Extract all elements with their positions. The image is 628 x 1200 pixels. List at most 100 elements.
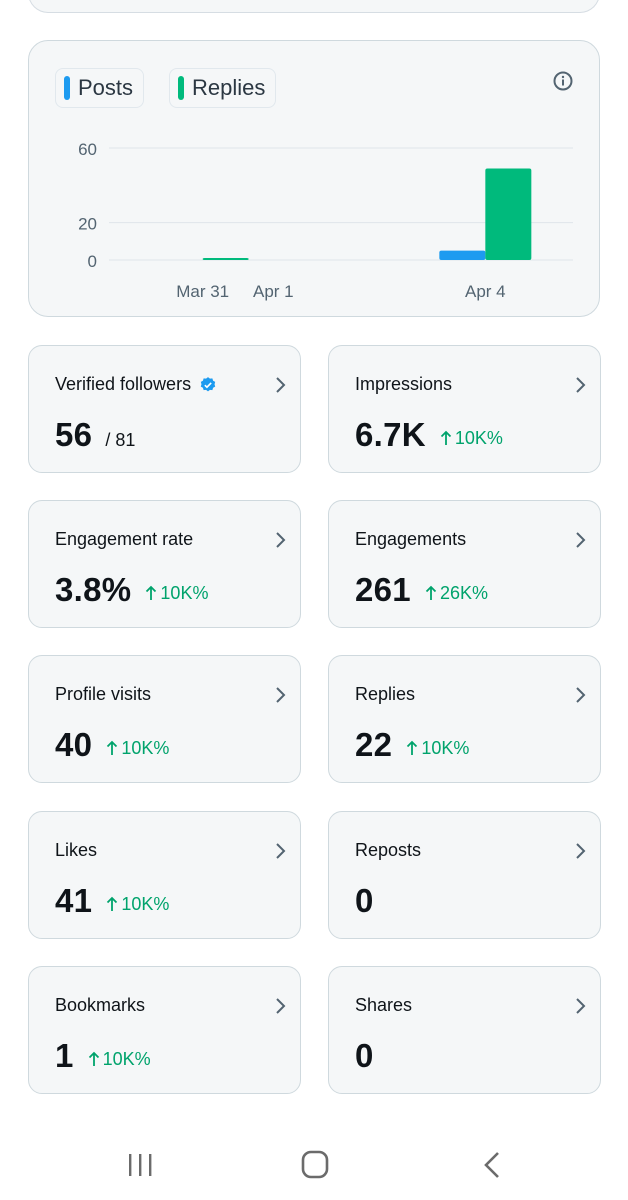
metric-label-text: Reposts bbox=[355, 840, 422, 860]
info-icon[interactable] bbox=[552, 70, 574, 92]
metric-total: / 81 bbox=[105, 430, 136, 450]
metric-card[interactable]: Replies 22 10K% bbox=[328, 655, 601, 783]
x-tick-label: Mar 31 bbox=[176, 282, 229, 301]
recent-apps-icon[interactable] bbox=[110, 1146, 170, 1186]
metric-change-text: 10K% bbox=[160, 582, 209, 603]
metric-card[interactable]: Engagement rate 3.8% 10K% bbox=[28, 500, 301, 628]
chevron-right-icon bbox=[576, 998, 586, 1014]
posts-swatch bbox=[64, 76, 70, 100]
metric-change-text: 10K% bbox=[121, 737, 170, 758]
y-tick-label: 60 bbox=[78, 140, 97, 159]
metric-change: 10K% bbox=[145, 583, 208, 604]
metric-change: 10K% bbox=[440, 428, 503, 449]
up-arrow-icon bbox=[146, 585, 157, 600]
chevron-right-icon bbox=[576, 377, 586, 393]
legend-replies-toggle[interactable]: Replies bbox=[169, 68, 277, 108]
metric-label-text: Likes bbox=[55, 840, 98, 860]
x-tick-label: Apr 1 bbox=[253, 282, 294, 301]
legend-posts-label: Posts bbox=[78, 75, 134, 100]
chevron-right-icon bbox=[276, 532, 286, 548]
legend-replies-label: Replies bbox=[192, 75, 266, 100]
metric-change-text: 10K% bbox=[121, 893, 170, 914]
metric-value: 0 bbox=[355, 1037, 374, 1074]
metric-change-text: 26K% bbox=[439, 582, 489, 603]
metric-label-text: Impressions bbox=[355, 374, 453, 394]
metric-label-text: Shares bbox=[355, 995, 413, 1015]
metric-change: 10K% bbox=[88, 1049, 151, 1070]
metric-label-text: Engagements bbox=[355, 529, 467, 549]
up-arrow-icon bbox=[107, 740, 118, 755]
metric-change: 10K% bbox=[406, 738, 469, 759]
metric-label: Likes bbox=[55, 840, 97, 861]
metric-card[interactable]: Profile visits 40 10K% bbox=[28, 655, 301, 783]
metric-value-row: 56 / 81 bbox=[55, 416, 135, 454]
metric-card[interactable]: Bookmarks 1 10K% bbox=[28, 966, 301, 1094]
metric-value: 6.7K bbox=[355, 416, 426, 453]
metric-value: 56 bbox=[55, 416, 93, 453]
bar-posts bbox=[439, 250, 486, 260]
metric-value: 40 bbox=[55, 726, 93, 763]
chevron-right-icon bbox=[576, 532, 586, 548]
metric-change: 10K% bbox=[106, 738, 169, 759]
metric-card[interactable]: Shares 0 bbox=[328, 966, 601, 1094]
metric-value: 22 bbox=[355, 726, 393, 763]
metric-card[interactable]: Likes 41 10K% bbox=[28, 811, 301, 939]
metric-change: 26K% bbox=[425, 583, 488, 604]
metric-value-row: 261 26K% bbox=[355, 571, 488, 609]
chevron-right-icon bbox=[276, 843, 286, 859]
metric-value-row: 0 bbox=[355, 882, 374, 920]
chevron-right-icon bbox=[576, 843, 586, 859]
y-tick-label: 20 bbox=[78, 215, 97, 234]
chevron-right-icon bbox=[576, 687, 586, 703]
up-arrow-icon bbox=[407, 740, 418, 755]
metric-change-text: 10K% bbox=[421, 737, 470, 758]
metric-label-text: Profile visits bbox=[55, 684, 152, 704]
system-nav-bar bbox=[0, 1122, 628, 1200]
chevron-right-icon bbox=[276, 377, 286, 393]
metric-value: 1 bbox=[55, 1037, 74, 1074]
replies-swatch bbox=[178, 76, 184, 100]
metric-value-row: 0 bbox=[355, 1037, 374, 1075]
metric-value-row: 1 10K% bbox=[55, 1037, 151, 1075]
metric-value-row: 3.8% 10K% bbox=[55, 571, 208, 609]
metric-label: Impressions bbox=[355, 374, 452, 395]
metric-label-text: Verified followers bbox=[55, 374, 192, 394]
metric-label: Verified followers bbox=[55, 374, 217, 395]
metric-value-row: 6.7K 10K% bbox=[355, 416, 503, 454]
up-arrow-icon bbox=[440, 430, 452, 445]
x-tick-label: Apr 4 bbox=[465, 282, 506, 301]
metric-value: 261 bbox=[355, 571, 411, 608]
bar-replies bbox=[202, 258, 249, 260]
metric-card[interactable]: Reposts 0 bbox=[328, 811, 601, 939]
y-tick-label: 0 bbox=[88, 252, 97, 271]
metric-label-text: Engagement rate bbox=[55, 529, 194, 549]
metric-value-row: 40 10K% bbox=[55, 726, 169, 764]
metric-value: 41 bbox=[55, 882, 93, 919]
up-arrow-icon bbox=[425, 585, 437, 600]
metric-label: Engagement rate bbox=[55, 529, 193, 550]
metric-value-row: 41 10K% bbox=[55, 882, 169, 920]
metric-change-text: 10K% bbox=[454, 427, 503, 448]
metric-card[interactable]: Impressions 6.7K 10K% bbox=[328, 345, 601, 473]
home-icon[interactable] bbox=[285, 1146, 345, 1186]
metric-card[interactable]: Verified followers 56 / 81 bbox=[28, 345, 301, 473]
metric-card[interactable]: Engagements 261 26K% bbox=[328, 500, 601, 628]
previous-card-bottom bbox=[28, 0, 600, 13]
back-icon[interactable] bbox=[461, 1146, 521, 1186]
metric-label: Replies bbox=[355, 684, 415, 705]
metric-label: Bookmarks bbox=[55, 995, 145, 1016]
legend-posts-toggle[interactable]: Posts bbox=[55, 68, 145, 108]
metric-change: 10K% bbox=[106, 894, 169, 915]
up-arrow-icon bbox=[107, 896, 118, 911]
metric-label: Engagements bbox=[355, 529, 466, 550]
bar-replies bbox=[485, 168, 532, 260]
chevron-right-icon bbox=[276, 687, 286, 703]
metric-value-row: 22 10K% bbox=[355, 726, 469, 764]
verified-badge-icon bbox=[200, 376, 216, 391]
metric-label-text: Replies bbox=[355, 684, 416, 704]
up-arrow-icon bbox=[88, 1051, 99, 1066]
metric-change-text: 10K% bbox=[102, 1048, 151, 1069]
metric-value: 3.8% bbox=[55, 571, 132, 608]
metric-label-text: Bookmarks bbox=[55, 995, 146, 1015]
metric-value: 0 bbox=[355, 882, 374, 919]
